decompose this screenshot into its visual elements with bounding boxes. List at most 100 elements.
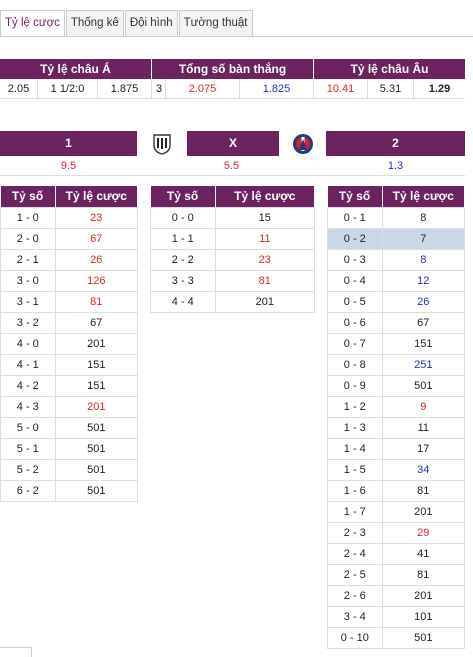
header-odds: Tỷ lệ cược (382, 186, 466, 207)
odds-away: 1.3 (387, 160, 404, 172)
tab-bar: Tỷ lệ cược Thống kê Đội hình Tường thuật (0, 10, 254, 37)
header-odds: Tỷ lệ cược (55, 186, 139, 207)
table-row[interactable]: 2 - 6 201 (327, 584, 466, 607)
table-row[interactable]: 2 - 2 23 (150, 248, 316, 271)
odds-draw: 5.31 (368, 79, 414, 98)
score-cell: 0 - 6 (327, 311, 383, 334)
odds-value: 2.05 (0, 79, 38, 98)
odds-cell: 251 (381, 353, 466, 376)
odds-cell: 9 (381, 395, 466, 418)
table-row[interactable]: 3 - 2 67 (0, 311, 139, 334)
header-home: 1 (0, 131, 137, 156)
score-cell: 2 - 6 (327, 584, 383, 607)
odds-value: 1.875 (98, 79, 152, 98)
table-row[interactable]: 4 - 4 201 (150, 290, 316, 313)
table-row[interactable]: 5 - 1 501 (0, 437, 139, 460)
header-score: Tỷ số (0, 186, 56, 207)
table-row[interactable]: 3 - 0 126 (0, 269, 139, 292)
odds-value: 1.825 (240, 79, 314, 98)
table-row[interactable]: 3 - 1 81 (0, 290, 139, 313)
odds-total-line: 3 (152, 79, 166, 98)
odds-cell: 201 (381, 584, 466, 607)
table-row[interactable]: 6 - 2 501 (0, 479, 139, 502)
tab-commentary[interactable]: Tường thuật (178, 10, 253, 36)
odds-cell: 151 (381, 332, 466, 355)
table-row[interactable]: 2 - 4 41 (327, 542, 466, 565)
result-odds-header: 1 X 2 (0, 131, 465, 156)
table-row[interactable]: 2 - 0 67 (0, 227, 139, 250)
table-row[interactable]: 5 - 0 501 (0, 416, 139, 439)
odds-cell: 201 (381, 500, 466, 523)
asian-odds-row: 2.05 1 1/2:0 1.875 3 2.075 1.825 10.41 5… (0, 79, 465, 99)
table-row[interactable]: 3 - 4 101 (327, 605, 466, 628)
table-row[interactable]: 0 - 10 501 (327, 626, 466, 649)
table-row[interactable]: 0 - 6 67 (327, 311, 466, 334)
odds-cell: 201 (54, 395, 139, 418)
score-cell: 6 - 2 (0, 479, 56, 502)
score-cell: 5 - 1 (0, 437, 56, 460)
score-cell: 0 - 2 (327, 227, 383, 250)
table-row[interactable]: 0 - 0 15 (150, 206, 316, 229)
score-cell: 5 - 2 (0, 458, 56, 481)
table-row[interactable]: 1 - 1 11 (150, 227, 316, 250)
score-cell: 4 - 3 (0, 395, 56, 418)
odds-cell: 501 (381, 626, 466, 649)
score-cell: 0 - 5 (327, 290, 383, 313)
score-cell: 2 - 2 (150, 248, 216, 271)
table-row[interactable]: 4 - 3 201 (0, 395, 139, 418)
odds-cell: 67 (381, 311, 466, 334)
score-cell: 4 - 4 (150, 290, 216, 313)
score-cell: 1 - 4 (327, 437, 383, 460)
table-row[interactable]: 1 - 0 23 (0, 206, 139, 229)
score-cell: 3 - 3 (150, 269, 216, 292)
tab-stats[interactable]: Thống kê (65, 10, 124, 36)
table-row[interactable]: 0 - 4 12 (327, 269, 466, 292)
table-row[interactable]: 1 - 5 34 (327, 458, 466, 481)
table-row[interactable]: 0 - 7 151 (327, 332, 466, 355)
header-total-goals: Tổng số bàn thắng (152, 59, 314, 79)
table-row[interactable]: 4 - 0 201 (0, 332, 139, 355)
table-row[interactable]: 0 - 5 26 (327, 290, 466, 313)
score-cell: 4 - 1 (0, 353, 56, 376)
table-row[interactable]: 1 - 7 201 (327, 500, 466, 523)
odds-cell: 11 (381, 416, 466, 439)
tab-lineup[interactable]: Đội hình (124, 10, 178, 36)
bookie-name: Asian Bookie (388, 41, 461, 53)
odds-cell: 151 (54, 374, 139, 397)
odds-cell: 126 (54, 269, 139, 292)
tab-divider (0, 36, 473, 37)
result-odds-row: 9.5 5.5 1.3 (0, 156, 465, 176)
footer-tab-fragment (0, 647, 32, 657)
table-row[interactable]: 1 - 3 11 (327, 416, 466, 439)
bookie-banner-asian: Asian Bookie (137, 38, 465, 57)
table-row[interactable]: 3 - 3 81 (150, 269, 316, 292)
odds-cell: 11 (214, 227, 316, 250)
score-cell: 1 - 3 (327, 416, 383, 439)
score-cell: 0 - 10 (327, 626, 383, 649)
header-asian-handicap: Tỷ lệ châu Á (0, 59, 152, 79)
score-cell: 1 - 5 (327, 458, 383, 481)
table-row[interactable]: 2 - 3 29 (327, 521, 466, 544)
odds-cell: 151 (54, 353, 139, 376)
score-cell: 2 - 0 (0, 227, 56, 250)
table-row[interactable]: 5 - 2 501 (0, 458, 139, 481)
odds-cell: 29 (381, 521, 466, 544)
table-row[interactable]: 4 - 1 151 (0, 353, 139, 376)
table-row[interactable]: 0 - 8 251 (327, 353, 466, 376)
table-row[interactable]: 0 - 9 501 (327, 374, 466, 397)
table-row[interactable]: 2 - 1 26 (0, 248, 139, 271)
score-cell: 2 - 3 (327, 521, 383, 544)
table-row[interactable]: 2 - 5 81 (327, 563, 466, 586)
table-row[interactable]: 4 - 2 151 (0, 374, 139, 397)
score-cell: 2 - 5 (327, 563, 383, 586)
tab-odds[interactable]: Tỷ lệ cược (0, 10, 65, 37)
score-cell: 1 - 6 (327, 479, 383, 502)
odds-cell: 34 (381, 458, 466, 481)
table-row[interactable]: 1 - 4 17 (327, 437, 466, 460)
odds-cell: 12 (381, 269, 466, 292)
table-row[interactable]: 1 - 6 81 (327, 479, 466, 502)
